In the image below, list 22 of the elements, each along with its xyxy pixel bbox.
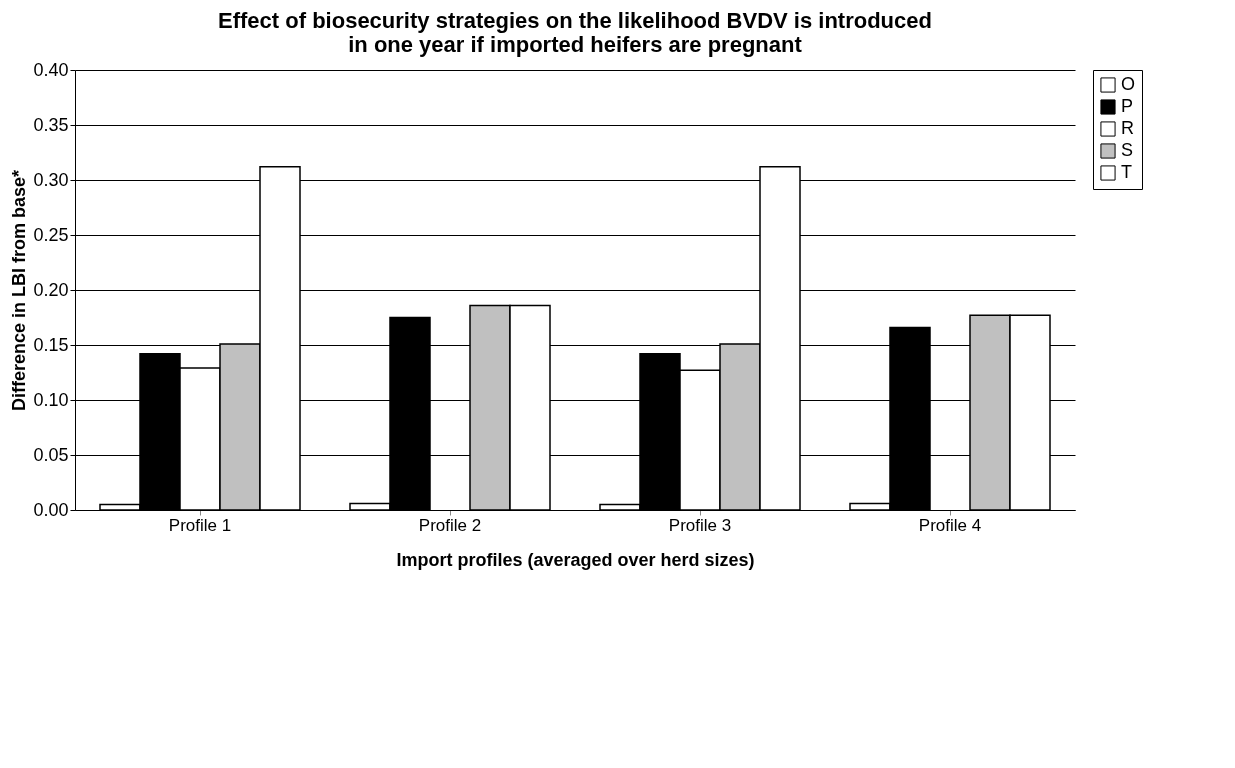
y-tick-label: 0.40 xyxy=(33,59,69,80)
legend-label: T xyxy=(1121,162,1132,182)
x-tick-label: Profile 4 xyxy=(918,515,982,535)
x-tick-label: Profile 1 xyxy=(168,515,232,535)
y-tick-label: 0.20 xyxy=(33,279,69,300)
text: Effect of biosecurity strategies on the likelihood BVDV is introduced xyxy=(218,8,932,33)
y-tick-label: 0.15 xyxy=(33,334,69,355)
y-axis-title: Difference in LBI from base* xyxy=(9,169,30,412)
y-tick-label: 0.00 xyxy=(33,499,69,520)
legend-label: O xyxy=(1121,74,1136,94)
y-tick-label: 0.30 xyxy=(33,169,69,190)
x-tick-label: Profile 2 xyxy=(418,515,482,535)
text: in one year if imported heifers are pregnant xyxy=(348,32,802,57)
y-tick-label: 0.05 xyxy=(33,444,69,465)
legend-label: P xyxy=(1121,96,1134,116)
y-tick-label: 0.35 xyxy=(33,114,69,135)
y-tick-label: 0.10 xyxy=(33,389,69,410)
legend-label: S xyxy=(1121,140,1134,160)
x-tick-label: Profile 3 xyxy=(668,515,732,535)
x-axis-title: Import profiles (averaged over herd sizes) xyxy=(396,549,755,570)
legend-label: R xyxy=(1121,118,1134,138)
y-tick-label: 0.25 xyxy=(33,224,69,245)
